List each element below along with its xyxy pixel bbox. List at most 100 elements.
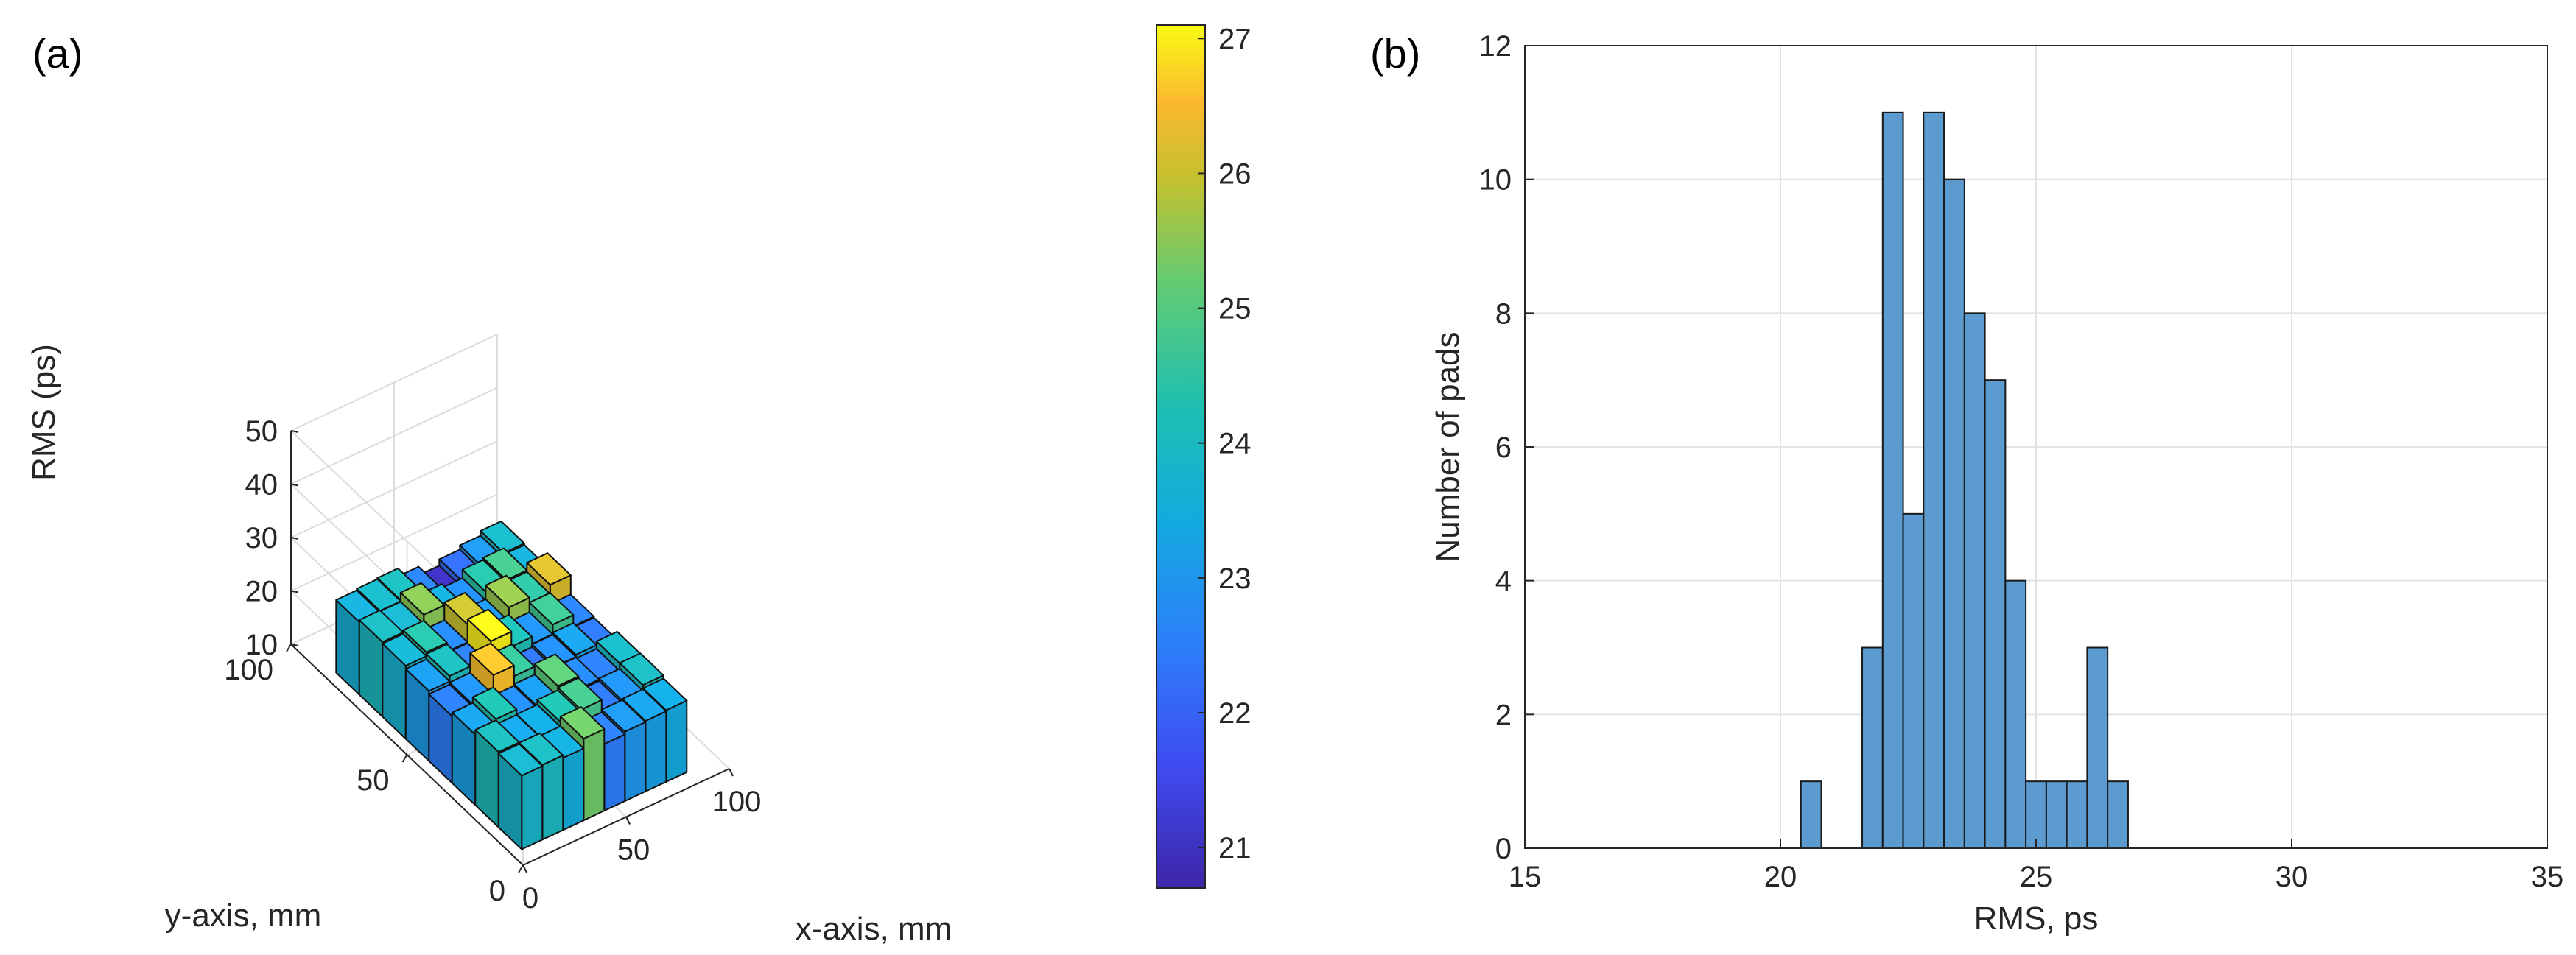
histogram-bar: [2107, 780, 2129, 849]
bar3d-face-top: [642, 677, 688, 711]
colorbar: 21 22 23 24 25 26 27: [1156, 23, 1252, 889]
histogram-ytick-label: 8: [1495, 297, 1512, 330]
histogram-ytick-label: 2: [1495, 699, 1512, 731]
colorbar-tick-label: 22: [1218, 697, 1252, 730]
bar3d-face-top: [382, 633, 427, 667]
ztick-label: 50: [245, 415, 278, 448]
bar3d-face-top: [533, 653, 580, 687]
ytick-label: 0: [489, 875, 505, 907]
histogram-ticks: 15 20 25 30 35 0 2 4 6 8 10 12: [1479, 30, 2564, 893]
xtick-label: 50: [617, 834, 650, 867]
colorbar-tick-label: 25: [1218, 293, 1252, 325]
xtick-mark: [522, 864, 527, 873]
ztick-mark: [290, 430, 299, 433]
ztick-mark: [290, 483, 299, 487]
panel-label-b: (b): [1370, 30, 1420, 77]
ytick-mark: [518, 864, 524, 873]
bar3d-face-front: [645, 711, 667, 792]
histogram-bar: [1923, 111, 1945, 850]
histogram-xtick-label: 25: [2020, 861, 2053, 893]
ytick-mark: [286, 644, 292, 652]
bar3d-face-top: [474, 719, 520, 753]
ztick-label: 40: [245, 469, 278, 501]
bar3d-face-top: [402, 619, 448, 653]
colorbar-tick-label: 24: [1218, 428, 1252, 460]
bar3d-face-top: [621, 688, 667, 722]
histogram-ylabel: Number of pads: [1430, 331, 1466, 562]
colorbar-tick-label: 27: [1218, 23, 1252, 55]
bar3d-face-top: [619, 652, 664, 686]
bar3d-face-top: [466, 608, 513, 642]
bar3d-face-top: [600, 699, 647, 733]
colorbar-ticks: 21 22 23 24 25 26 27: [1198, 23, 1252, 864]
histogram-ytick-label: 6: [1495, 431, 1512, 464]
bar3d-face-top: [526, 552, 572, 586]
bar3d-face-front: [562, 747, 585, 831]
bar3d-ticks: 10 20 30 40 50 0 50 100 0 50 100: [224, 415, 761, 915]
bar3d-face-top: [425, 644, 471, 677]
bar3d-face-top: [482, 547, 528, 581]
ztick-label: 30: [245, 522, 278, 554]
bar3d-face-top: [497, 743, 544, 777]
histogram-bar: [1984, 379, 2007, 849]
histogram-bar: [2086, 646, 2109, 849]
bar3d-face-front: [583, 728, 606, 822]
histogram-bar: [2025, 780, 2047, 849]
histogram-bar: [1881, 111, 1904, 850]
histogram-bars: [1800, 111, 2129, 850]
bar3d-chart: 10 20 30 40 50 0 50 100 0 50 100 RMS (ps) y-axis, …: [26, 334, 952, 947]
xtick-label: 100: [712, 786, 762, 818]
bar3d-face-top: [399, 582, 446, 616]
bar3d-face-top: [404, 658, 451, 692]
bar3d-face-top: [559, 706, 606, 740]
ztick-mark: [290, 590, 299, 593]
histogram-xtick-label: 30: [2275, 861, 2309, 893]
histogram-bar: [2066, 780, 2088, 849]
histogram-bar: [1800, 780, 1822, 849]
xtick-mark: [625, 817, 631, 825]
histogram-xtick-label: 15: [1509, 861, 1542, 893]
histogram-bar: [1963, 312, 1986, 850]
ztick-mark: [290, 537, 299, 540]
ztick-label: 10: [245, 629, 278, 661]
bar3d-bars: [335, 520, 688, 850]
bar3d-face-top: [469, 642, 515, 676]
histogram-bar: [1861, 646, 1884, 849]
bar3d-face-front: [521, 765, 544, 850]
bar3d-face-top: [480, 520, 525, 554]
bar3d-face-top: [358, 609, 404, 643]
histogram-ytick-label: 0: [1495, 833, 1512, 865]
histogram-bar: [1943, 178, 1965, 849]
ztick-label: 20: [245, 576, 278, 608]
bar3d-face-top: [485, 574, 530, 608]
bar3d-xlabel: x-axis, mm: [796, 911, 952, 947]
bar3d-ylabel: y-axis, mm: [165, 898, 322, 934]
xtick-label: 0: [522, 882, 538, 915]
panel-label-a: (a): [32, 30, 83, 77]
bar3d-bar: [497, 743, 544, 850]
histogram-xtick-label: 35: [2531, 861, 2564, 893]
bar3d-face-front: [603, 733, 626, 811]
histogram-xtick-label: 20: [1764, 861, 1797, 893]
colorbar-tick-label: 21: [1218, 832, 1252, 864]
histogram-ytick-label: 4: [1495, 565, 1512, 598]
histogram-xlabel: RMS, ps: [1974, 901, 2099, 937]
histogram-bar: [2004, 579, 2027, 850]
histogram-ytick-label: 12: [1479, 30, 1512, 63]
bar3d-face-front: [624, 721, 647, 802]
bar3d-zlabel: RMS (ps): [26, 344, 62, 481]
colorbar-tick-label: 23: [1218, 563, 1252, 595]
ytick-label: 100: [224, 654, 273, 686]
bar3d-face-top: [557, 677, 603, 711]
xtick-mark: [729, 768, 734, 777]
bar3d-face-top: [518, 732, 564, 766]
bar3d-face-top: [552, 622, 597, 656]
ytick-mark: [401, 754, 408, 763]
bar3d-face-top: [528, 592, 575, 626]
ytick-label: 50: [357, 764, 390, 797]
bar3d-face-front: [665, 699, 688, 783]
colorbar-gradient: [1156, 24, 1206, 889]
bar3d-face-top: [471, 686, 518, 720]
colorbar-tick-label: 26: [1218, 158, 1252, 190]
